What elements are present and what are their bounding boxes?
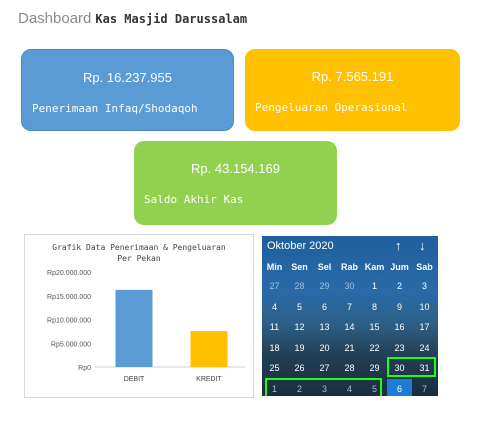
chart-svg: Grafik Data Penerimaan & Pengeluaran Per … [47,243,245,383]
income-card: Rp. 16.237.955 Penerimaan Infaq/Shodaqoh [21,49,234,131]
previous-month-icon[interactable]: ↑ [395,238,402,253]
calendar-day[interactable]: 16 [394,322,405,332]
calendar-day[interactable]: 8 [371,301,377,312]
calendar-day[interactable]: 11 [269,322,280,332]
calendar-day[interactable]: 27 [269,281,280,291]
chart-title-line-1: Grafik Data Penerimaan & Pengeluaran [52,243,226,252]
calendar-day[interactable]: 23 [394,342,405,353]
calendar-day[interactable]: 30 [394,363,405,373]
calendar-day[interactable]: 25 [269,363,280,373]
y-tick-label: Rp5.000.000 [51,341,91,348]
calendar-day[interactable]: 13 [319,322,330,332]
calendar-day[interactable]: 9 [396,301,402,312]
calendar-widget: Oktober 2020 ↑ ↓ Min Sen Sel Rab Kam Jum Sab 27… [262,236,438,396]
page-title: Dashboard [18,10,92,27]
calendar-day[interactable]: 18 [269,342,280,353]
calendar-day[interactable]: 3 [421,281,427,291]
expense-card: Rp. 7.565.191 Pengeluaran Operasional [245,49,460,131]
calendar-day[interactable]: 2 [296,383,302,394]
calendar-day[interactable]: 27 [319,363,330,373]
expense-label: Pengeluaran Operasional [255,101,408,114]
calendar-day[interactable]: 19 [294,342,305,353]
calendar-day[interactable]: 21 [344,342,355,353]
weekday-label: Min [266,262,283,272]
x-tick-label: DEBIT [124,376,145,383]
calendar-day[interactable]: 1 [371,281,377,291]
calendar-day[interactable]: 7 [346,301,352,312]
bar-chart: Grafik Data Penerimaan & Pengeluaran Per … [24,234,254,398]
weekday-label: Sen [291,262,308,272]
calendar-day[interactable]: 5 [296,301,302,312]
calendar-day[interactable]: 14 [344,322,355,332]
bar-debit [115,289,153,367]
calendar-day[interactable]: 24 [419,342,430,353]
weekday-label: Sel [317,262,332,272]
calendar-day[interactable]: 30 [344,281,355,291]
calendar-day[interactable]: 3 [321,383,327,394]
calendar-day[interactable]: 26 [294,363,305,373]
calendar-day[interactable]: 31 [419,363,430,373]
calendar-day[interactable]: 22 [369,342,380,353]
calendar-day[interactable]: 29 [319,281,330,291]
income-amount: Rp. 16.237.955 [83,70,172,85]
calendar-day[interactable]: 2 [396,281,402,291]
weekday-label: Sab [416,262,433,272]
balance-label: Saldo Akhir Kas [144,193,244,206]
weekday-label: Jum [390,262,409,272]
calendar-month[interactable]: Oktober 2020 [267,240,334,252]
calendar-day[interactable]: 6 [387,378,412,396]
calendar-day[interactable]: 17 [419,322,430,332]
calendar-day[interactable]: 29 [369,363,380,373]
calendar-day[interactable]: 5 [371,383,377,394]
chart-title-line-2: Per Pekan [117,254,161,263]
week-highlight-start [265,377,382,396]
calendar-day[interactable]: 4 [346,383,352,394]
calendar-day[interactable]: 7 [421,383,427,394]
calendar-day[interactable]: 4 [271,301,277,312]
calendar-day[interactable]: 28 [294,281,305,291]
y-tick-label: Rp10.000.000 [47,318,91,325]
y-tick-label: Rp20.000.000 [47,270,91,277]
income-label: Penerimaan Infaq/Shodaqoh [32,102,198,115]
next-month-icon[interactable]: ↓ [419,238,426,253]
y-tick-label: Rp15.000.000 [47,294,91,301]
week-highlight-end [387,357,436,377]
calendar-day[interactable]: 6 [321,301,327,312]
calendar-day[interactable]: 15 [369,322,380,332]
dashboard-title: Dashboard Kas Masjid Darussalam [18,10,247,27]
bar-kredit [190,331,228,367]
balance-amount: Rp. 43.154.169 [191,161,280,176]
calendar-day[interactable]: 28 [344,363,355,373]
calendar-day[interactable]: 12 [294,322,305,332]
calendar-day[interactable]: 10 [419,301,430,312]
expense-amount: Rp. 7.565.191 [311,69,394,84]
x-tick-label: KREDIT [196,376,222,383]
weekday-label: Kam [364,262,385,272]
calendar-day[interactable]: 1 [271,383,277,394]
balance-card: Rp. 43.154.169 Saldo Akhir Kas [134,141,337,225]
y-tick-label: Rp0 [78,365,91,372]
weekday-label: Rab [340,262,358,272]
page-subtitle: Kas Masjid Darussalam [95,12,248,26]
calendar-day[interactable]: 20 [319,342,330,353]
